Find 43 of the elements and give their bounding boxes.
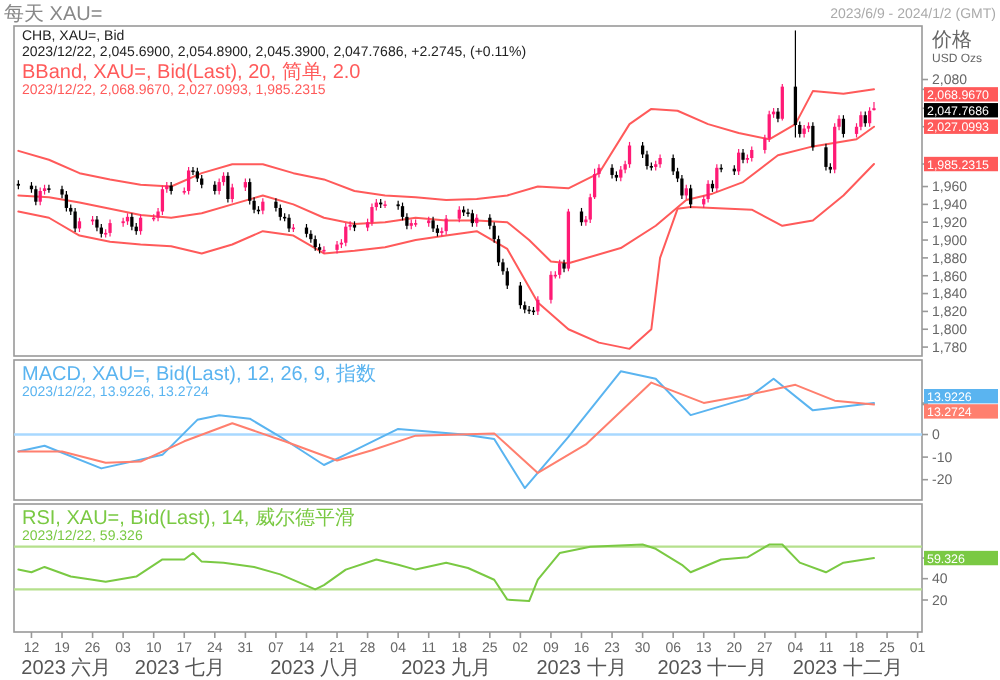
candlestick xyxy=(274,197,278,213)
candlestick xyxy=(121,217,125,228)
candlestick xyxy=(34,185,38,206)
candlestick xyxy=(505,267,509,290)
candlestick xyxy=(824,143,828,172)
candlestick xyxy=(186,166,191,196)
candlestick xyxy=(658,153,662,169)
candlestick xyxy=(344,222,348,247)
x2-tick-label: 2023 十一月 xyxy=(657,656,768,680)
candlestick xyxy=(370,202,374,227)
candlestick xyxy=(780,83,784,122)
annotation: 每天 XAU= xyxy=(4,2,103,26)
candlestick xyxy=(689,184,693,209)
chart-title: RSI, XAU=, Bid(Last), 14, 威尔德平滑 xyxy=(22,506,355,530)
candlestick xyxy=(549,270,553,304)
line-series xyxy=(17,543,875,603)
candlestick xyxy=(558,259,562,280)
candlestick xyxy=(811,121,815,152)
x2-tick-label: 2023 六月 xyxy=(21,656,112,680)
candlestick xyxy=(160,185,165,216)
x2-tick-label: 2023 十月 xyxy=(536,656,627,680)
line-series xyxy=(17,381,875,474)
candlestick xyxy=(841,114,846,139)
candlestick xyxy=(706,179,710,204)
candlestick xyxy=(73,207,77,233)
x2-tick-label: 2023 十二月 xyxy=(792,656,903,680)
chart-title: MACD, XAU=, Bid(Last), 12, 26, 9, 指数 xyxy=(22,362,377,386)
candlestick xyxy=(715,163,719,193)
x2-tick-label: 2023 八月 xyxy=(270,658,361,680)
candlestick xyxy=(833,122,837,174)
annotation: BBand, XAU=, Bid(Last), 20, 简单, 2.0 xyxy=(22,60,362,84)
candlestick xyxy=(645,150,649,171)
candlestick xyxy=(793,29,798,139)
x2-tick-label: 2023 七月 xyxy=(134,656,225,680)
candlestick xyxy=(335,240,339,255)
candlestick xyxy=(802,124,806,139)
candlestick xyxy=(230,183,234,204)
candlestick xyxy=(610,163,614,180)
candlestick xyxy=(226,171,230,204)
candlestick xyxy=(859,111,863,131)
candlestick xyxy=(248,177,252,205)
candlestick xyxy=(680,174,684,200)
x2-tick-label: 2023 九月 xyxy=(401,656,492,680)
